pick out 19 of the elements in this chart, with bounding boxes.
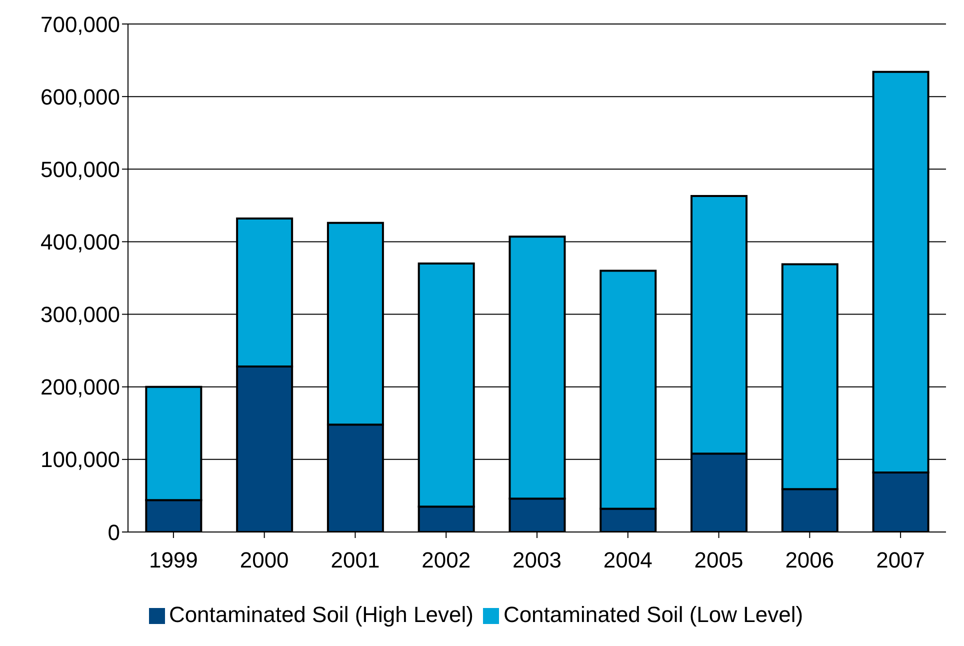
y-tick-label: 500,000	[40, 156, 120, 182]
x-tick-label: 2007	[876, 548, 926, 573]
y-tick-label: 200,000	[40, 374, 120, 400]
x-tick-label: 2002	[422, 548, 471, 573]
y-tick-label: 300,000	[40, 302, 120, 328]
x-tick-label: 2001	[330, 548, 380, 573]
y-tick-label: 600,000	[40, 84, 120, 110]
x-tick-label: 2006	[785, 548, 834, 573]
y-tick-label: 700,000	[40, 12, 120, 37]
y-tick-label: 100,000	[40, 447, 120, 472]
x-tick-label: 1999	[148, 548, 198, 573]
legend-label: Contaminated Soil (High Level)	[168, 602, 474, 627]
x-tick-label: 2000	[240, 548, 289, 573]
y-tick-label: 400,000	[40, 230, 120, 255]
x-tick-label: 2005	[694, 548, 744, 573]
y-tick-label: 0	[108, 520, 120, 545]
legend-label: Contaminated Soil (Low Level)	[503, 602, 804, 627]
x-tick-label: 2004	[603, 548, 652, 573]
x-tick-label: 2003	[512, 548, 562, 573]
